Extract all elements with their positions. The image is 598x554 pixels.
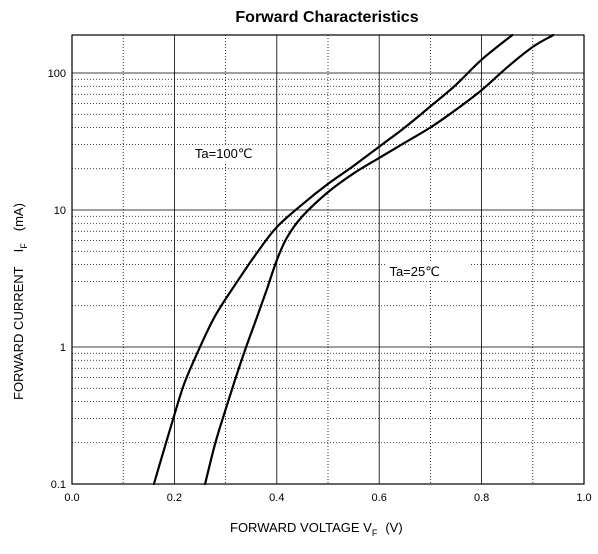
x-tick-label: 0.0 <box>64 492 79 504</box>
x-axis-label-subscript: F <box>372 528 378 538</box>
series-line-ta100 <box>152 33 514 486</box>
y-tick-label: 100 <box>48 68 66 80</box>
y-tick-label: 0.1 <box>51 479 66 491</box>
annotation-bg <box>190 144 275 163</box>
curves <box>152 33 555 486</box>
chart-title: Forward Characteristics <box>235 9 418 26</box>
y-tick-label: 1 <box>60 342 66 354</box>
y-tick-label: 10 <box>54 205 66 217</box>
plot-frame <box>71 34 585 485</box>
y-axis-label-prefix: I <box>11 249 26 253</box>
x-tick-label: 0.2 <box>167 492 182 504</box>
x-tick-label: 0.8 <box>474 492 489 504</box>
y-axis-label-subscript: F <box>19 243 29 249</box>
y-axis-label-main: FORWARD CURRENT <box>11 266 26 400</box>
annotation-bg <box>385 262 470 281</box>
annotation-label: Ta=100℃ <box>195 146 253 161</box>
annotations: Ta=100℃ Ta=25℃ <box>190 144 470 281</box>
series-line-ta25 <box>204 33 555 486</box>
grid <box>72 35 584 484</box>
x-axis-label: FORWARD VOLTAGE VF (V) <box>230 520 403 538</box>
x-axis-label-main: FORWARD VOLTAGE V <box>230 520 372 535</box>
y-axis-label: FORWARD CURRENT IF (mA) <box>11 203 29 400</box>
x-tick-label: 0.6 <box>372 492 387 504</box>
x-tick-label: 0.4 <box>269 492 284 504</box>
x-tick-label: 1.0 <box>576 492 591 504</box>
tick-labels: 0.0 0.2 0.4 0.6 0.8 1.0 0.1 1 10 100 <box>48 68 592 504</box>
x-axis-label-unit: (V) <box>385 520 402 535</box>
annotation-label: Ta=25℃ <box>389 264 439 279</box>
y-axis-label-unit: (mA) <box>11 203 26 231</box>
